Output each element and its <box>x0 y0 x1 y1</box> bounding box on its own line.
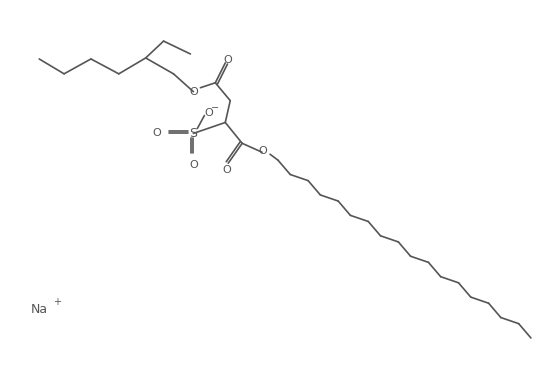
Text: −: − <box>211 102 220 112</box>
Text: Na: Na <box>31 303 48 316</box>
Text: O: O <box>152 128 161 138</box>
Text: O: O <box>222 165 231 175</box>
Text: O: O <box>189 160 198 170</box>
Text: O: O <box>259 146 268 156</box>
Text: O: O <box>223 55 232 65</box>
Text: O: O <box>204 108 213 118</box>
Text: O: O <box>189 87 198 97</box>
Text: +: + <box>53 297 61 307</box>
Text: S: S <box>189 127 198 140</box>
